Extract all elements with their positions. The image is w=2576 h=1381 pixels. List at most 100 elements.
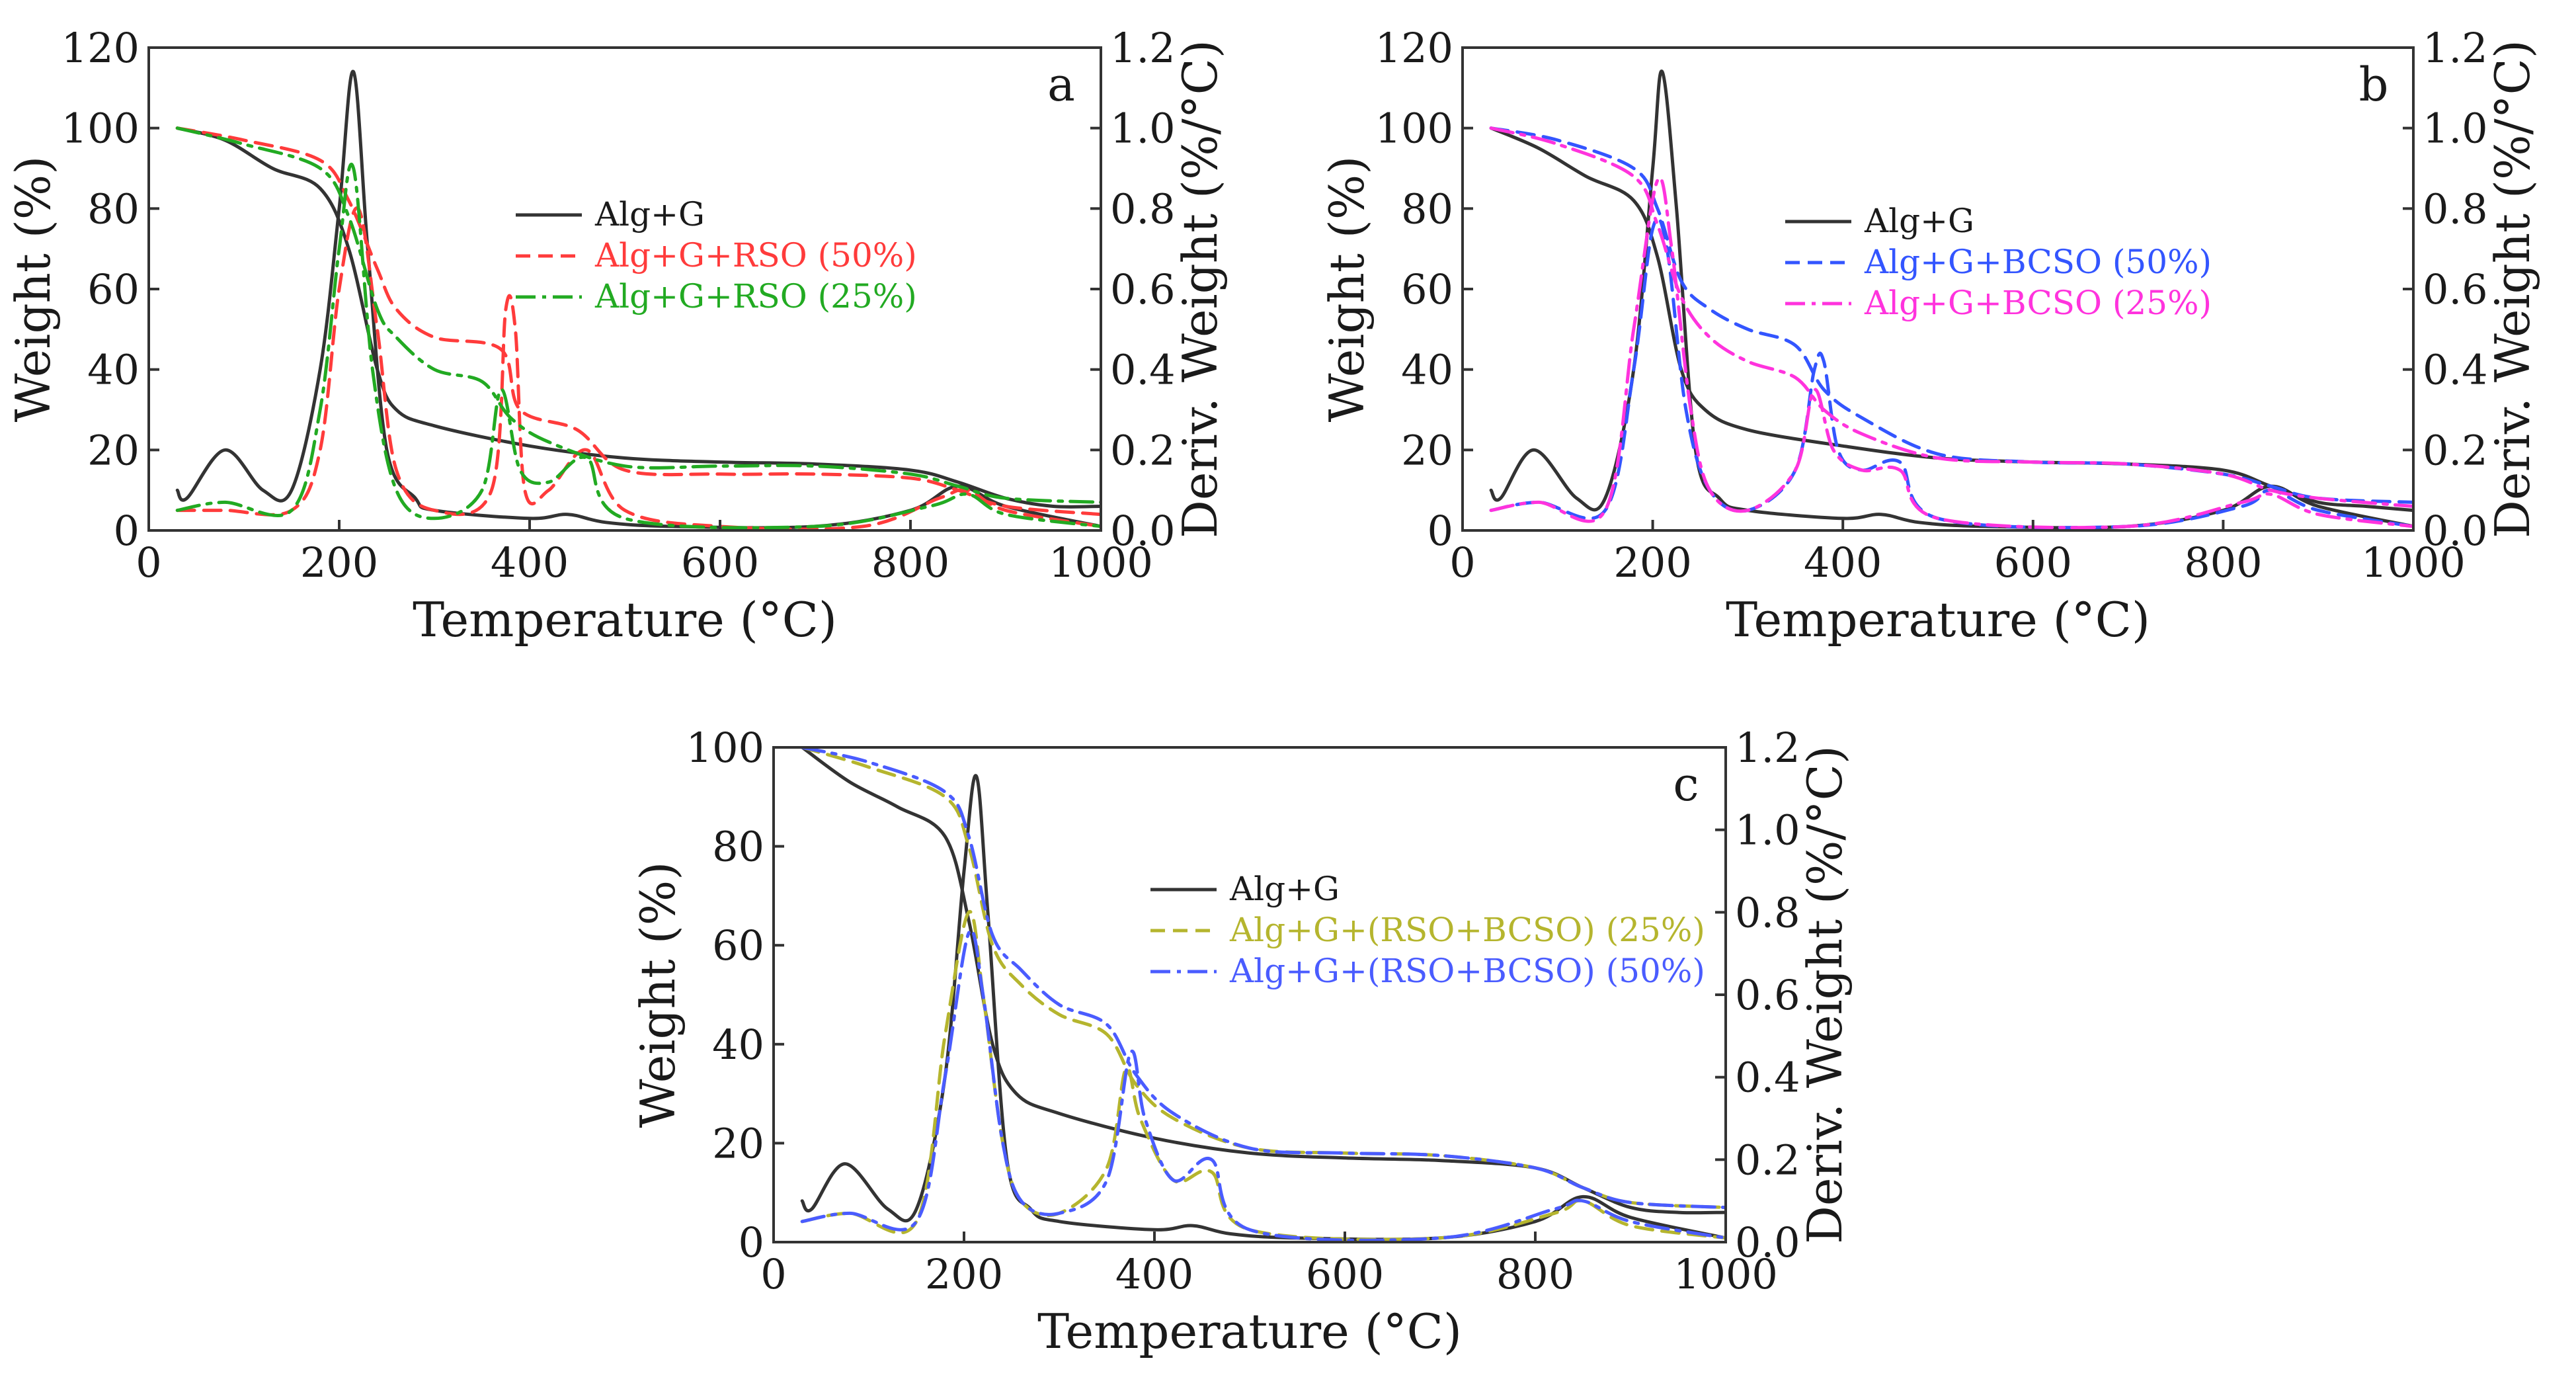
x-tick-label: 0 xyxy=(136,538,161,587)
y2-tick-label: 1.0 xyxy=(1735,806,1800,855)
x-tick-label: 200 xyxy=(300,538,378,587)
x-tick-label: 400 xyxy=(1804,538,1882,587)
y2-tick-label: 0.2 xyxy=(1110,426,1176,474)
x-tick-label: 200 xyxy=(1613,538,1691,587)
plot-area xyxy=(175,69,1101,530)
legend-label-0: Alg+G xyxy=(1864,202,1974,240)
legend-label-0: Alg+G xyxy=(594,195,705,233)
y-tick-label: 60 xyxy=(712,921,764,970)
panel-a: 0 200 400 600 800 1000 0 20 40 60 80 100 120 0.0 0.2 0.… xyxy=(5,24,1228,648)
deriv-line-series-0 xyxy=(800,774,1726,1241)
legend-label-2: Alg+G+BCSO (25%) xyxy=(1864,284,2212,322)
x-axis-title: Temperature (°C) xyxy=(1726,592,2150,648)
y-tick-label: 0 xyxy=(739,1218,764,1267)
y2-tick-label: 1.2 xyxy=(1735,724,1800,772)
y-tick-label: 0 xyxy=(1428,507,1453,555)
legend-label-1: Alg+G+(RSO+BCSO) (25%) xyxy=(1229,911,1705,949)
y2-tick-label: 0.8 xyxy=(1110,185,1176,233)
y2-tick-label: 0.8 xyxy=(2423,185,2488,233)
y2-tick-label: 0.4 xyxy=(2423,346,2488,394)
x-tick-label: 600 xyxy=(681,538,759,587)
legend-label-0: Alg+G xyxy=(1229,870,1340,908)
y2-tick-label: 1.2 xyxy=(2423,24,2488,72)
legend-label-2: Alg+G+(RSO+BCSO) (50%) xyxy=(1229,952,1705,990)
x-tick-label: 600 xyxy=(1306,1250,1384,1298)
y2-tick-label: 0.8 xyxy=(1735,888,1800,937)
weight-line-series-2 xyxy=(1489,126,2413,508)
y-tick-label: 40 xyxy=(87,346,140,394)
x-tick-label: 0 xyxy=(1449,538,1475,587)
panel-letter: b xyxy=(2359,58,2389,112)
deriv-line-series-1 xyxy=(1489,216,2413,530)
panel-b: 0 200 400 600 800 1000 0 20 40 60 80 100 120 0.0 0.2 0.… xyxy=(1319,24,2540,648)
deriv-line-series-2 xyxy=(1489,176,2413,530)
x-tick-label: 800 xyxy=(2184,538,2262,587)
weight-line-series-1 xyxy=(1489,126,2413,504)
legend-label-1: Alg+G+BCSO (50%) xyxy=(1864,243,2212,281)
y2-tick-label: 0.6 xyxy=(1110,265,1176,314)
x-axis-title: Temperature (°C) xyxy=(413,592,837,648)
plot-area xyxy=(800,747,1726,1242)
y2-tick-label: 1.0 xyxy=(1110,105,1176,153)
y-tick-label: 60 xyxy=(1401,265,1453,314)
x-tick-label: 600 xyxy=(1994,538,2072,587)
y2-tick-label: 0.0 xyxy=(1735,1218,1800,1267)
y2-tick-label: 0.2 xyxy=(1735,1136,1800,1184)
x-tick-label: 1000 xyxy=(1673,1250,1778,1298)
y-axis-title: Weight (%) xyxy=(630,862,686,1128)
y-tick-label: 80 xyxy=(1401,185,1453,233)
y-tick-label: 40 xyxy=(1401,346,1453,394)
y2-tick-label: 0.4 xyxy=(1110,346,1176,394)
y-tick-label: 120 xyxy=(61,24,140,72)
y2-tick-label: 0.6 xyxy=(2423,265,2488,314)
x-tick-label: 400 xyxy=(1115,1250,1193,1298)
y2-tick-label: 1.0 xyxy=(2423,105,2488,153)
x-tick-label: 200 xyxy=(925,1250,1003,1298)
y-tick-label: 80 xyxy=(712,823,764,871)
weight-line-series-2 xyxy=(800,747,1726,1210)
x-tick-label: 1000 xyxy=(2361,538,2466,587)
y-tick-label: 20 xyxy=(712,1119,764,1167)
deriv-line-series-2 xyxy=(175,162,1101,530)
y-tick-label: 100 xyxy=(61,105,140,153)
weight-line-series-1 xyxy=(175,126,1101,517)
legend-label-1: Alg+G+RSO (50%) xyxy=(594,236,917,274)
y2-tick-label: 0.0 xyxy=(2423,507,2488,555)
x-tick-label: 400 xyxy=(491,538,569,587)
weight-line-series-1 xyxy=(800,747,1726,1210)
y-tick-label: 40 xyxy=(712,1021,764,1069)
y-tick-label: 80 xyxy=(87,185,140,233)
y2-axis-title: Deriv. Weight (%/°C) xyxy=(1172,40,1228,538)
x-tick-label: 800 xyxy=(871,538,949,587)
x-tick-label: 1000 xyxy=(1049,538,1153,587)
deriv-line-series-1 xyxy=(175,206,1101,530)
plot-area xyxy=(1489,69,2413,530)
weight-line-series-2 xyxy=(175,126,1101,504)
y-tick-label: 20 xyxy=(87,426,140,474)
x-axis-title: Temperature (°C) xyxy=(1037,1304,1462,1359)
x-tick-label: 0 xyxy=(760,1250,786,1298)
y2-axis-title: Deriv. Weight (%/°C) xyxy=(1797,745,1853,1244)
y2-tick-label: 0.0 xyxy=(1110,507,1176,555)
x-tick-label: 800 xyxy=(1496,1250,1574,1298)
panel-c: 0 200 400 600 800 1000 0 20 40 60 80 100 0.0 0.2 0.4 0.… xyxy=(630,724,1853,1359)
legend-label-2: Alg+G+RSO (25%) xyxy=(594,277,917,315)
y-tick-label: 120 xyxy=(1375,24,1453,72)
y-tick-label: 0 xyxy=(114,507,140,555)
panel-letter: c xyxy=(1673,757,1699,812)
y2-axis-title: Deriv. Weight (%/°C) xyxy=(2485,40,2540,538)
y2-tick-label: 0.2 xyxy=(2423,426,2488,474)
y-axis-title: Weight (%) xyxy=(1319,156,1375,423)
panel-letter: a xyxy=(1047,58,1075,112)
y2-tick-label: 0.4 xyxy=(1735,1054,1800,1102)
plot-frame xyxy=(772,746,1727,1243)
y2-tick-label: 1.2 xyxy=(1110,24,1176,72)
y-tick-label: 60 xyxy=(87,265,140,314)
y-axis-title: Weight (%) xyxy=(5,156,61,423)
weight-line-series-0 xyxy=(175,126,1101,509)
y-tick-label: 100 xyxy=(686,724,764,772)
y-tick-label: 100 xyxy=(1375,105,1453,153)
y-tick-label: 20 xyxy=(1401,426,1453,474)
y2-tick-label: 0.6 xyxy=(1735,971,1800,1019)
